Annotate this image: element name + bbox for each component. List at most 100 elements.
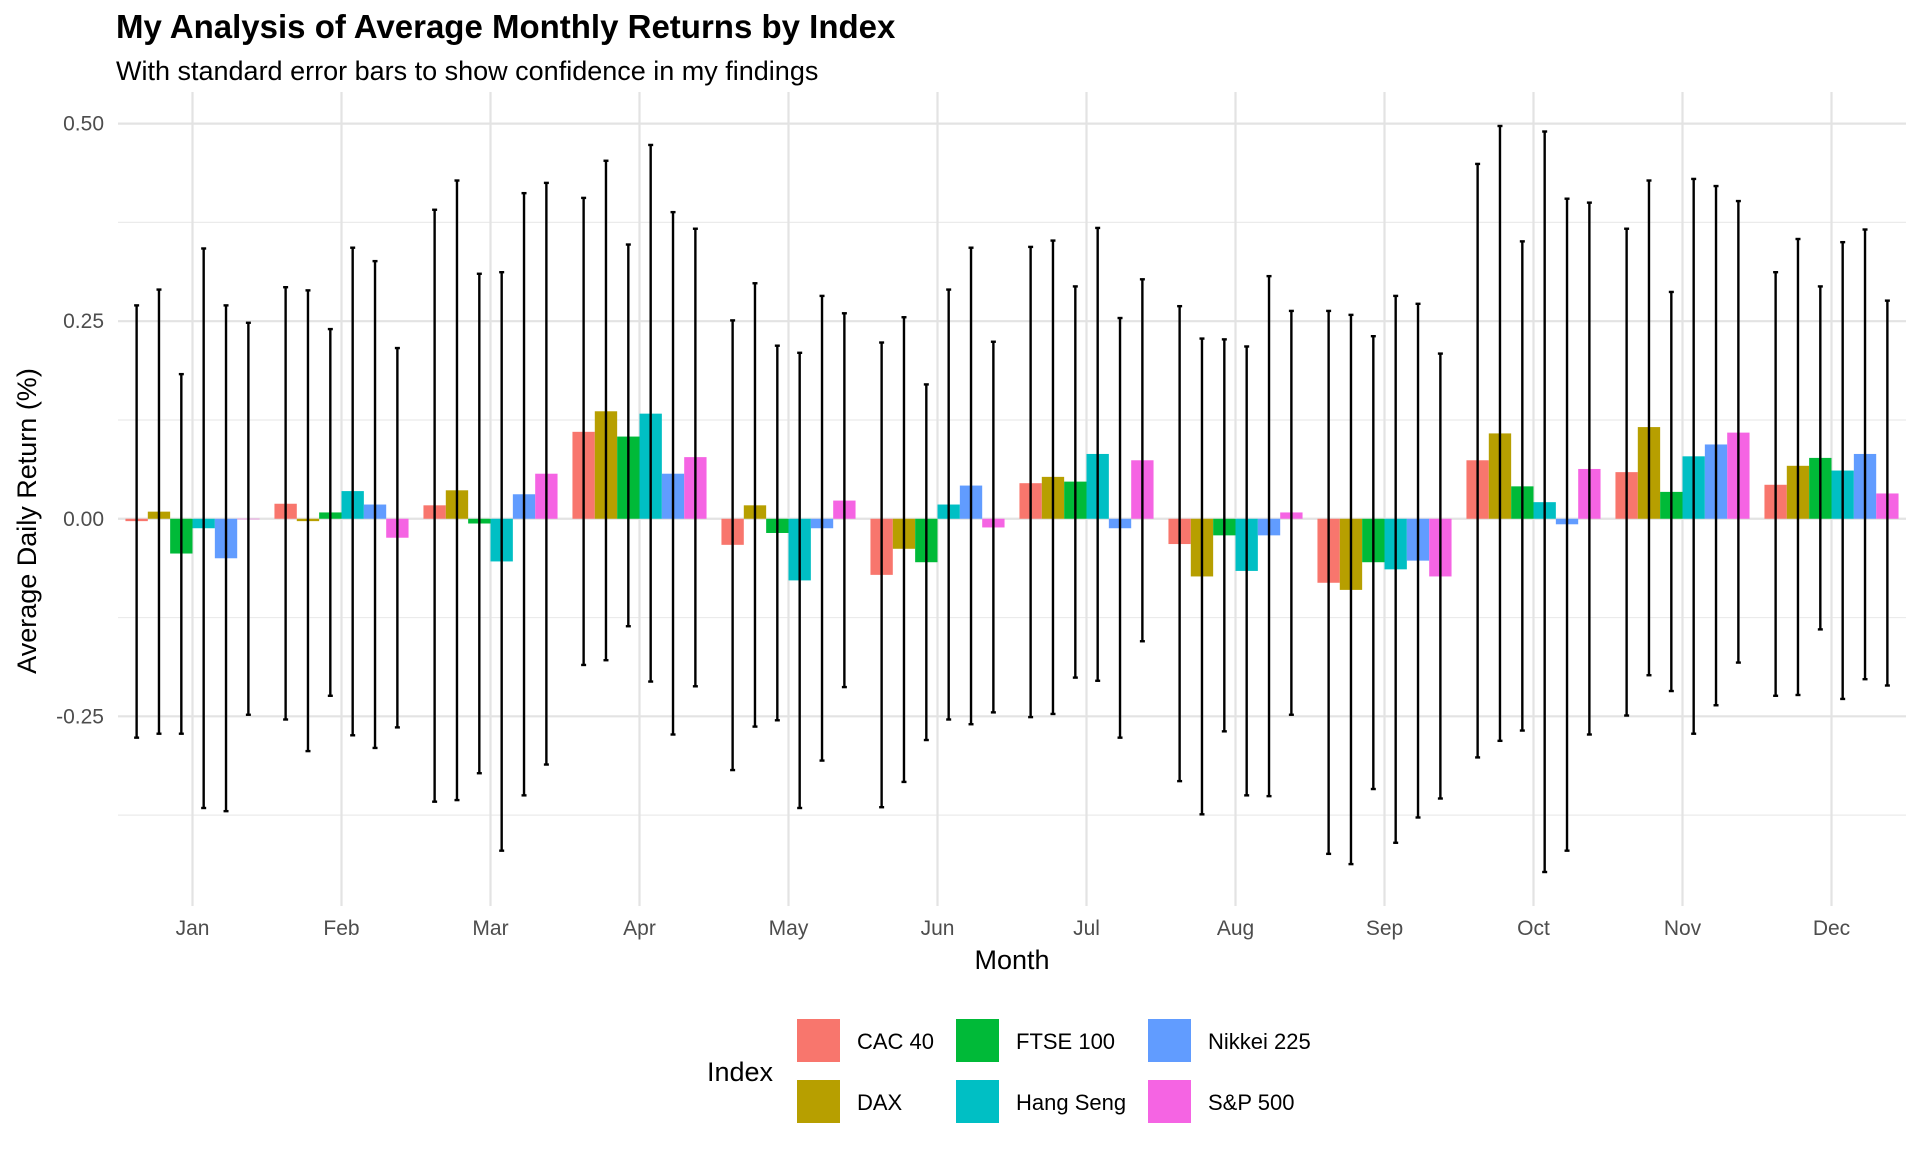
error-bar-hang-seng-jun — [946, 288, 952, 721]
error-bar-ftse-100-jan — [178, 372, 184, 735]
error-bar-cac-40-nov — [1624, 227, 1630, 717]
error-bar-s-p-500-jul — [1139, 278, 1145, 643]
error-bar-s-p-500-feb — [394, 346, 400, 729]
error-bars — [134, 124, 1890, 874]
legend-item-nikkei-225: Nikkei 225 — [1148, 1019, 1311, 1062]
error-bar-dax-jun — [901, 316, 907, 784]
error-bar-cac-40-jul — [1028, 245, 1034, 719]
error-bar-ftse-100-jul — [1072, 285, 1078, 679]
error-bar-nikkei-225-oct — [1564, 197, 1570, 852]
bars — [125, 411, 1899, 590]
error-bar-dax-oct — [1497, 124, 1503, 743]
x-tick-label-apr: Apr — [623, 917, 656, 940]
legend-title: Index — [707, 1057, 774, 1087]
x-tick-label-mar: Mar — [472, 917, 508, 940]
error-bar-cac-40-feb — [283, 286, 289, 721]
error-bar-s-p-500-apr — [692, 227, 698, 688]
error-bar-s-p-500-jun — [990, 340, 996, 714]
error-bar-ftse-100-mar — [476, 272, 482, 775]
error-bar-ftse-100-dec — [1817, 285, 1823, 631]
error-bar-dax-jul — [1050, 239, 1056, 716]
legend-label: Nikkei 225 — [1208, 1029, 1311, 1054]
error-bar-s-p-500-jan — [245, 321, 251, 716]
y-axis-title: Average Daily Return (%) — [12, 368, 42, 674]
error-bar-hang-seng-apr — [648, 143, 654, 683]
error-bar-cac-40-sep — [1326, 309, 1332, 856]
x-tick-label-jun: Jun — [921, 917, 955, 940]
error-bar-cac-40-aug — [1177, 304, 1183, 783]
error-bar-hang-seng-sep — [1393, 294, 1399, 844]
legend-label: CAC 40 — [857, 1029, 934, 1054]
error-bar-dax-sep — [1348, 313, 1354, 866]
legend-item-hang-seng: Hang Seng — [956, 1080, 1126, 1123]
error-bar-s-p-500-dec — [1884, 299, 1890, 687]
error-bar-cac-40-oct — [1475, 162, 1481, 759]
chart-title: My Analysis of Average Monthly Returns b… — [116, 8, 896, 45]
error-bar-dax-aug — [1199, 337, 1205, 816]
legend: Index CAC 40 DAX FTSE 100 Hang Seng Nikkei 2… — [707, 1019, 1311, 1123]
legend-swatch — [797, 1019, 840, 1062]
error-bar-hang-seng-jul — [1095, 226, 1101, 682]
error-bar-nikkei-225-apr — [670, 210, 676, 736]
error-bar-cac-40-jan — [134, 304, 140, 739]
error-bar-ftse-100-feb — [327, 327, 333, 697]
error-bar-hang-seng-dec — [1840, 240, 1846, 701]
error-bar-cac-40-mar — [432, 208, 438, 803]
error-bar-hang-seng-oct — [1542, 130, 1548, 874]
error-bar-ftse-100-oct — [1519, 240, 1525, 732]
error-bar-dax-dec — [1795, 237, 1801, 697]
error-bar-cac-40-jun — [879, 341, 885, 809]
legend-label: S&P 500 — [1208, 1090, 1294, 1115]
x-tick-label-sep: Sep — [1366, 917, 1403, 940]
y-tick-label: 0.25 — [63, 310, 104, 333]
error-bar-cac-40-apr — [581, 196, 587, 667]
error-bar-cac-40-dec — [1773, 270, 1779, 697]
error-bar-dax-mar — [454, 179, 460, 802]
legend-swatch — [956, 1080, 999, 1123]
error-bar-s-p-500-may — [841, 312, 847, 689]
error-bar-hang-seng-mar — [499, 270, 505, 852]
x-axis-ticks: Jan Feb Mar Apr May Jun Jul Aug Sep Oct Nov Dec — [176, 917, 1851, 940]
legend-swatch — [1148, 1080, 1191, 1123]
y-axis-ticks: 0.50 0.25 0.00 -0.25 — [56, 113, 104, 729]
x-tick-label-may: May — [769, 917, 809, 940]
error-bar-hang-seng-feb — [350, 246, 356, 737]
error-bar-hang-seng-jan — [201, 247, 207, 810]
legend-swatch — [956, 1019, 999, 1062]
error-bar-s-p-500-sep — [1437, 352, 1443, 800]
error-bar-s-p-500-nov — [1735, 199, 1741, 664]
legend-item-s-p-500: S&P 500 — [1148, 1080, 1294, 1123]
x-tick-label-jan: Jan — [176, 917, 210, 940]
error-bar-dax-nov — [1646, 179, 1652, 677]
legend-item-ftse-100: FTSE 100 — [956, 1019, 1115, 1062]
x-tick-label-dec: Dec — [1813, 917, 1850, 940]
error-bar-dax-jan — [156, 288, 162, 735]
error-bar-hang-seng-nov — [1691, 177, 1697, 735]
error-bar-ftse-100-jun — [923, 383, 929, 742]
chart-subtitle: With standard error bars to show confide… — [116, 56, 819, 86]
x-tick-label-nov: Nov — [1664, 917, 1702, 940]
y-tick-label: 0.00 — [63, 508, 104, 531]
error-bar-nikkei-225-aug — [1266, 274, 1272, 798]
error-bar-dax-may — [752, 282, 758, 728]
legend-swatch — [797, 1080, 840, 1123]
legend-item-cac-40: CAC 40 — [797, 1019, 934, 1062]
error-bar-ftse-100-may — [774, 344, 780, 722]
x-axis-title: Month — [974, 945, 1049, 975]
error-bar-ftse-100-aug — [1221, 338, 1227, 733]
x-tick-label-aug: Aug — [1217, 917, 1254, 940]
error-bar-nikkei-225-nov — [1713, 184, 1719, 707]
error-bar-hang-seng-may — [797, 351, 803, 810]
error-bar-nikkei-225-dec — [1862, 228, 1868, 681]
legend-swatch — [1148, 1019, 1191, 1062]
error-bar-nikkei-225-jul — [1117, 316, 1123, 739]
error-bar-nikkei-225-sep — [1415, 302, 1421, 819]
error-bar-dax-feb — [305, 289, 311, 753]
error-bar-cac-40-may — [730, 319, 736, 772]
error-bar-hang-seng-aug — [1244, 345, 1250, 797]
error-bar-ftse-100-sep — [1370, 335, 1376, 791]
error-bar-nikkei-225-mar — [521, 191, 527, 797]
x-tick-label-oct: Oct — [1517, 917, 1550, 940]
error-bar-nikkei-225-may — [819, 294, 825, 762]
